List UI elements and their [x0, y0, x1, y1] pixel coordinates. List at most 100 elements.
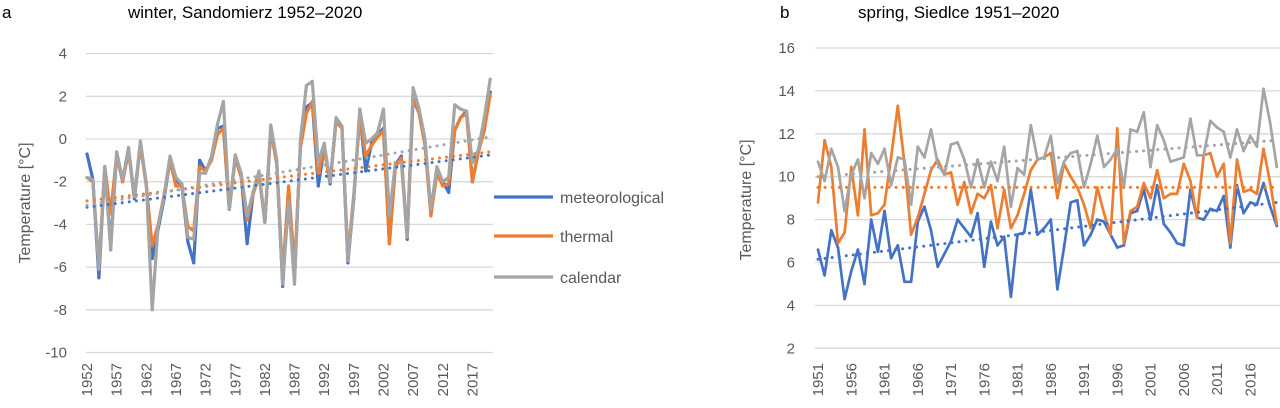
chart-b-point-calendar — [1209, 119, 1212, 123]
chart-b-point-meteorological — [1009, 295, 1013, 299]
chart-b-point-meteorological — [1056, 287, 1059, 291]
chart-b-series-calendar — [816, 87, 1279, 213]
chart-b-point-thermal — [996, 226, 999, 230]
chart-b-point-meteorological — [1202, 218, 1206, 221]
chart-b-point-meteorological — [976, 211, 979, 215]
chart-a-point-calendar — [316, 160, 320, 165]
chart-b-point-calendar — [1009, 205, 1013, 209]
chart-b-y-tick-label: 2 — [787, 340, 795, 357]
chart-a-point-meteorological — [198, 158, 202, 162]
chart-b-point-calendar — [1129, 128, 1132, 131]
chart-b-point-calendar — [1069, 151, 1073, 155]
chart-a-point-meteorological — [192, 261, 196, 265]
chart-a-point-calendar — [417, 107, 421, 111]
chart-b-point-thermal — [1002, 188, 1006, 191]
chart-a-point-calendar — [399, 160, 403, 165]
chart-a-point-calendar — [221, 100, 225, 104]
chart-a-y-axis-title: Temperature [°C] — [17, 142, 34, 263]
chart-a-point-calendar — [251, 190, 255, 194]
chart-a-point-calendar — [209, 154, 214, 158]
chart-a-x-tick-label: 1997 — [346, 363, 363, 396]
chart-b-point-thermal — [1095, 186, 1099, 189]
chart-b-point-meteorological — [943, 252, 946, 256]
chart-a-y-tick-label: -6 — [54, 259, 67, 276]
chart-b-point-calendar — [843, 209, 846, 213]
chart-b-point-calendar — [923, 156, 926, 159]
chart-b-point-meteorological — [923, 205, 926, 209]
chart-a-point-calendar — [328, 180, 332, 184]
chart-b-point-thermal — [1089, 226, 1092, 230]
chart-b-x-tick-label: 1951 — [810, 363, 827, 396]
chart-b-trendline-calendar — [816, 138, 1279, 179]
chart-b-point-meteorological — [1182, 243, 1186, 247]
chart-a-point-calendar — [447, 175, 451, 180]
chart-b-point-thermal — [1155, 168, 1159, 172]
chart-b-point-thermal — [1195, 216, 1199, 219]
chart-a-point-calendar — [281, 282, 285, 286]
chart-b-point-thermal — [1242, 190, 1245, 194]
chart-b-point-thermal — [982, 196, 986, 200]
chart-a-point-calendar — [298, 137, 303, 141]
chart-a-point-thermal — [375, 135, 380, 139]
chart-b-point-calendar — [962, 158, 966, 161]
chart-b-point-thermal — [1182, 162, 1186, 166]
chart-b-y-tick-label: 16 — [778, 40, 795, 57]
chart-b-point-thermal — [1009, 226, 1013, 230]
chart-a-point-calendar — [126, 145, 131, 150]
chart-b-point-meteorological — [829, 228, 833, 232]
chart-b-point-calendar — [1202, 153, 1206, 157]
chart-a-point-calendar — [310, 79, 314, 83]
chart-b-point-meteorological — [1209, 207, 1212, 211]
chart-b-point-calendar — [1142, 111, 1146, 114]
chart-b-point-meteorological — [956, 218, 960, 221]
chart-a-point-calendar — [381, 107, 386, 111]
chart-a-point-thermal — [150, 244, 154, 248]
chart-b-point-thermal — [1076, 186, 1079, 189]
chart-b-point-meteorological — [876, 250, 880, 254]
chart-a-point-meteorological — [447, 190, 451, 194]
chart-b-point-thermal — [849, 165, 853, 169]
chart-b-point-thermal — [889, 156, 893, 159]
chart-b-point-meteorological — [863, 282, 866, 286]
chart-b-point-calendar — [836, 165, 840, 169]
chart-a-point-calendar — [464, 109, 469, 113]
chart-b-point-meteorological — [1122, 243, 1126, 247]
chart-b-point-calendar — [956, 141, 960, 144]
chart-b-point-calendar — [896, 156, 900, 159]
chart-b-point-calendar — [1242, 149, 1245, 153]
chart-b-point-calendar — [1255, 145, 1259, 149]
chart-a-title: winter, Sandomierz 1952–2020 — [127, 3, 362, 22]
chart-b-point-thermal — [829, 165, 833, 169]
chart-a: 4 2 0 -2 -4 -6 -8 -10 1952 1957 1962 1967 1972 1977 19… — [45, 46, 493, 396]
chart-b-point-thermal — [1102, 211, 1106, 215]
chart-a-point-calendar — [482, 116, 486, 120]
chart-b-point-calendar — [1135, 130, 1139, 134]
chart-b-point-meteorological — [849, 269, 853, 273]
chart-a-point-calendar — [470, 160, 475, 165]
chart-b-point-thermal — [1222, 162, 1225, 166]
chart-b-y-tick-label: 12 — [778, 126, 795, 143]
chart-a-x-tick-label: 1967 — [168, 363, 185, 396]
chart-b-point-meteorological — [1155, 183, 1159, 187]
chart-b-point-calendar — [1175, 158, 1179, 161]
chart-b-point-meteorological — [823, 274, 827, 277]
chart-b-point-calendar — [869, 151, 873, 155]
chart-a-point-calendar — [215, 122, 220, 126]
chart-a-point-meteorological — [245, 242, 249, 246]
chart-a-point-thermal — [441, 184, 445, 188]
chart-b-point-thermal — [976, 192, 979, 196]
chart-a-y-tick-label: 0 — [59, 131, 67, 148]
chart-b-point-thermal — [883, 203, 886, 206]
chart-b-point-meteorological — [1102, 220, 1106, 224]
chart-a-y-tick-label: 2 — [59, 88, 67, 105]
chart-b-point-thermal — [909, 233, 913, 236]
chart-b-point-calendar — [1095, 134, 1099, 138]
chart-b-point-calendar — [969, 186, 973, 189]
chart-b-point-thermal — [876, 211, 880, 215]
chart-b-point-thermal — [923, 192, 926, 196]
chart-b-point-calendar — [909, 203, 913, 206]
chart-b-point-thermal — [896, 104, 900, 108]
chart-b-point-calendar — [989, 160, 993, 164]
chart-b-point-calendar — [823, 179, 827, 183]
